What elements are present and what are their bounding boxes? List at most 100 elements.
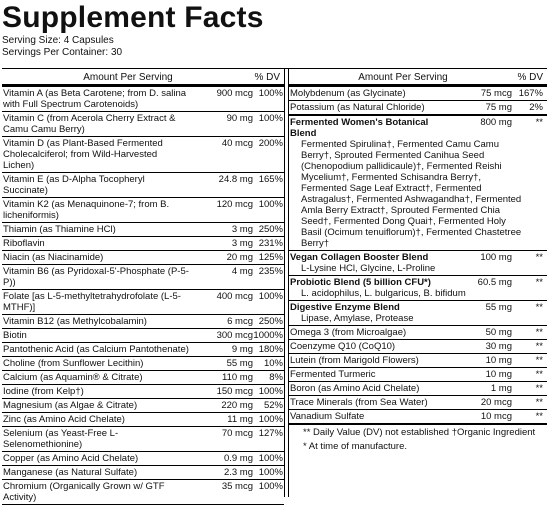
- nutrient-amount: 400 mcg: [216, 291, 253, 302]
- blend-header: Digestive Enzyme Blend 55 mg **: [290, 302, 547, 313]
- nutrient-dv: **: [535, 341, 543, 352]
- left-rows: Vitamin A (as Beta Carotene; from D. sal…: [2, 87, 284, 505]
- nutrient-amount: 75 mcg: [480, 88, 512, 99]
- nutrient-amount: 900 mcg: [216, 88, 253, 99]
- blend-dv: **: [535, 277, 543, 288]
- nutrient-dv: 100%: [258, 199, 283, 210]
- nutrient-dv: 250%: [258, 316, 283, 327]
- nutrient-amount: 9 mg: [231, 344, 253, 355]
- nutrient-amount: 35 mcg: [221, 481, 253, 492]
- blend-ingredients: Fermented Spirulina†, Fermented Camu Cam…: [301, 139, 522, 249]
- table-row: Vitamin K2 (as Menaquinone-7; from B. li…: [2, 198, 284, 223]
- table-row: Folate [as L-5-methyltetrahydrofolate (L…: [2, 290, 284, 315]
- nutrient-amount: 2.3 mg: [223, 467, 253, 478]
- nutrient-amount: 20 mcg: [480, 397, 512, 408]
- nutrient-name: Chromium (Organically Grown w/ GTF Activ…: [3, 481, 165, 503]
- blend-name: Digestive Enzyme Blend: [290, 302, 400, 313]
- nutrient-name: Omega 3 (from Microalgae): [290, 327, 407, 338]
- nutrient-name: Calcium (as Aquamin® & Citrate): [3, 372, 143, 383]
- blend-dv: **: [535, 302, 543, 313]
- blend-rows: Fermented Women's Botanical Blend 800 mg *…: [289, 116, 547, 326]
- nutrient-amount: 220 mg: [221, 400, 253, 411]
- facts-table: Amount Per Serving % DV Vitamin A (as Be…: [2, 68, 547, 505]
- blend-amount: 100 mg: [480, 252, 512, 263]
- nutrient-dv: 100%: [258, 291, 283, 302]
- nutrient-dv: 1000%: [253, 330, 283, 341]
- table-row: Vitamin E (as D-Alpha Tocopheryl Succina…: [2, 173, 284, 198]
- nutrient-dv: **: [535, 355, 543, 366]
- nutrient-dv: 52%: [263, 400, 283, 411]
- nutrient-name: Copper (as Amino Acid Chelate): [3, 453, 139, 464]
- blend-name: Fermented Women's Botanical Blend: [290, 117, 429, 139]
- nutrient-name: Vitamin C (from Acerola Cherry Extract &…: [3, 113, 176, 135]
- table-row: Molybdenum (as Glycinate) 75 mcg 167%: [289, 87, 547, 101]
- nutrient-name: Trace Minerals (from Sea Water): [290, 397, 428, 408]
- table-row: Vitamin C (from Acerola Cherry Extract &…: [2, 112, 284, 137]
- blend-ingredients: Lipase, Amylase, Protease: [301, 313, 414, 324]
- nutrient-name: Zinc (as Amino Acid Chelate): [3, 414, 125, 425]
- nutrient-dv: 235%: [258, 266, 283, 277]
- nutrient-dv: **: [535, 369, 543, 380]
- table-row: Potassium (as Natural Chloride) 75 mg 2%: [289, 101, 547, 116]
- nutrient-amount: 120 mcg: [216, 199, 253, 210]
- nutrient-amount: 3 mg: [231, 238, 253, 249]
- nutrient-name: Iodine (from Kelp†): [3, 386, 84, 397]
- table-row: Chromium (Organically Grown w/ GTF Activ…: [2, 480, 284, 505]
- table-row: Vitamin B6 (as Pyridoxal-5'-Phosphate (P…: [2, 265, 284, 290]
- nutrient-amount: 150 mcg: [216, 386, 253, 397]
- left-column: Amount Per Serving % DV Vitamin A (as Be…: [2, 69, 285, 505]
- table-row: Vitamin A (as Beta Carotene; from D. sal…: [2, 87, 284, 112]
- nutrient-amount: 40 mcg: [221, 138, 253, 149]
- nutrient-name: Lutein (from Marigold Flowers): [290, 355, 419, 366]
- table-row: Selenium (as Yeast-Free L-Selenomethioni…: [2, 427, 284, 452]
- left-column-header: Amount Per Serving % DV: [2, 69, 284, 87]
- blend-header: Fermented Women's Botanical Blend 800 mg *…: [290, 117, 547, 139]
- table-row: Omega 3 (from Microalgae) 50 mg **: [289, 326, 547, 340]
- blend-header: Vegan Collagen Booster Blend 100 mg **: [290, 252, 547, 263]
- amount-per-serving-header: Amount Per Serving: [358, 72, 448, 83]
- blend-block: Probiotic Blend (5 billion CFU*) 60.5 mg *…: [289, 276, 547, 301]
- nutrient-dv: 100%: [258, 481, 283, 492]
- blend-amount: 800 mg: [480, 117, 512, 128]
- table-row: Calcium (as Aquamin® & Citrate) 110 mg 8%: [2, 371, 284, 385]
- nutrient-dv: 100%: [258, 386, 283, 397]
- nutrient-amount: 70 mcg: [221, 428, 253, 439]
- nutrient-amount: 10 mcg: [480, 411, 512, 422]
- blend-dv: **: [535, 252, 543, 263]
- right-top-rows: Molybdenum (as Glycinate) 75 mcg 167% Potas…: [289, 87, 547, 116]
- table-row: Zinc (as Amino Acid Chelate) 11 mg 100%: [2, 413, 284, 427]
- table-row: Coenzyme Q10 (CoQ10) 30 mg **: [289, 340, 547, 354]
- table-row: Magnesium (as Algae & Citrate) 220 mg 52%: [2, 399, 284, 413]
- nutrient-dv: 10%: [263, 358, 283, 369]
- table-row: Niacin (as Niacinamide) 20 mg 125%: [2, 251, 284, 265]
- nutrient-name: Vitamin E (as D-Alpha Tocopheryl Succina…: [3, 174, 145, 196]
- nutrient-dv: 100%: [258, 453, 283, 464]
- nutrient-name: Selenium (as Yeast-Free L-Selenomethioni…: [3, 428, 119, 450]
- table-row: Fermented Turmeric 10 mg **: [289, 368, 547, 382]
- table-row: Vitamin D (as Plant-Based Fermented Chol…: [2, 137, 284, 173]
- nutrient-name: Folate [as L-5-methyltetrahydrofolate (L…: [3, 291, 181, 313]
- nutrient-amount: 1 mg: [490, 383, 512, 394]
- nutrient-name: Manganese (as Natural Sulfate): [3, 467, 138, 478]
- blend-amount: 55 mg: [485, 302, 512, 313]
- nutrient-amount: 11 mg: [227, 414, 253, 425]
- nutrient-amount: 20 mg: [226, 252, 253, 263]
- blend-block: Fermented Women's Botanical Blend 800 mg *…: [289, 116, 547, 251]
- blend-ingredients: L-Lysine HCl, Glycine, L-Proline: [301, 263, 436, 274]
- nutrient-amount: 10 mg: [485, 355, 512, 366]
- nutrient-name: Vitamin B12 (as Methylcobalamin): [3, 316, 147, 327]
- nutrient-amount: 0.9 mg: [223, 453, 253, 464]
- table-row: Iodine (from Kelp†) 150 mcg 100%: [2, 385, 284, 399]
- nutrient-amount: 50 mg: [485, 327, 512, 338]
- panel-title: Supplement Facts: [2, 1, 264, 34]
- nutrient-name: Coenzyme Q10 (CoQ10): [290, 341, 396, 352]
- footnote: ** Daily Value (DV) not established †Org…: [303, 427, 536, 438]
- table-row: Boron (as Amino Acid Chelate) 1 mg **: [289, 382, 547, 396]
- nutrient-dv: 125%: [258, 252, 283, 263]
- table-row: Vanadium Sulfate 10 mcg **: [289, 410, 547, 425]
- table-row: Biotin 300 mcg 1000%: [2, 329, 284, 343]
- nutrient-name: Vanadium Sulfate: [290, 411, 365, 422]
- nutrient-name: Biotin: [3, 330, 27, 341]
- nutrient-name: Potassium (as Natural Chloride): [290, 102, 425, 113]
- nutrient-dv: 100%: [258, 467, 283, 478]
